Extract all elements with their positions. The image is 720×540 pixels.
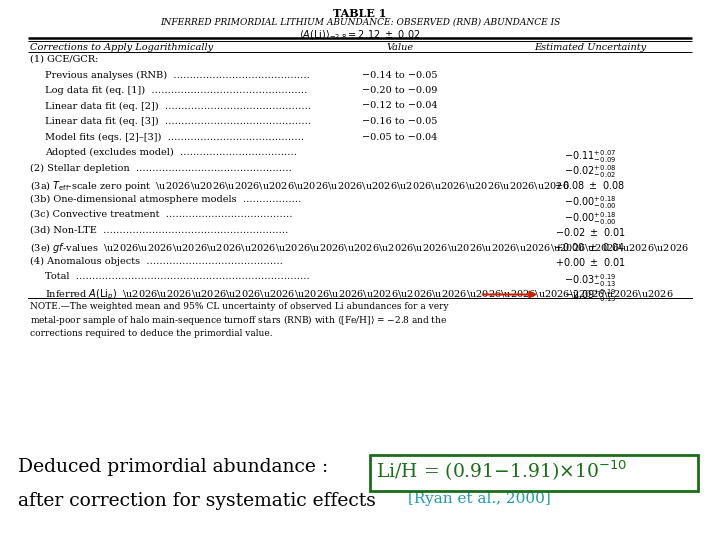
Text: Corrections to Apply Logarithmically: Corrections to Apply Logarithmically (30, 43, 213, 52)
Text: $-0.00^{+0.18}_{-0.00}$: $-0.00^{+0.18}_{-0.00}$ (564, 194, 616, 211)
Text: −0.12 to −0.04: −0.12 to −0.04 (362, 102, 438, 111)
Text: $+0.08\ \pm\ 0.08$: $+0.08\ \pm\ 0.08$ (554, 179, 626, 191)
Text: $\langle A(\mathrm{Li})\rangle_{-2.8} = 2.12\ \pm\ 0.02$: $\langle A(\mathrm{Li})\rangle_{-2.8} = … (300, 28, 420, 42)
Text: (3d) Non-LTE  …………………………………………………: (3d) Non-LTE ………………………………………………… (30, 226, 289, 234)
Text: $-2.09^{+0.19}_{-0.13}$: $-2.09^{+0.19}_{-0.13}$ (564, 287, 616, 305)
Text: Total  ………………………………………………………………: Total ……………………………………………………………… (45, 272, 310, 281)
Text: Adopted (excludes model)  ………………………………: Adopted (excludes model) ……………………………… (45, 148, 297, 157)
Text: −0.14 to −0.05: −0.14 to −0.05 (362, 71, 438, 79)
Text: INFERRED PRIMORDIAL LITHIUM ABUNDANCE: OBSERVED (RNB) ABUNDANCE IS: INFERRED PRIMORDIAL LITHIUM ABUNDANCE: O… (160, 18, 560, 27)
Text: Model fits (eqs. [2]–[3])  ……………………………………: Model fits (eqs. [2]–[3]) …………………………………… (45, 132, 304, 141)
Text: (2) Stellar depletion  …………………………………………: (2) Stellar depletion ………………………………………… (30, 164, 292, 173)
Text: (3c) Convective treatment  …………………………………: (3c) Convective treatment ………………………………… (30, 210, 292, 219)
Text: Value: Value (387, 43, 413, 52)
Text: $+0.00\ \pm\ 0.04$: $+0.00\ \pm\ 0.04$ (554, 241, 626, 253)
Text: (3b) One-dimensional atmosphere models  ………………: (3b) One-dimensional atmosphere models …… (30, 194, 302, 204)
Text: Log data fit (eq. [1])  …………………………………………: Log data fit (eq. [1]) ………………………………………… (45, 86, 307, 95)
Text: (1) GCE/GCR:: (1) GCE/GCR: (30, 55, 99, 64)
Text: Li/H = (0.91$-$1.91)$\times$10$^{-10}$: Li/H = (0.91$-$1.91)$\times$10$^{-10}$ (376, 459, 627, 483)
Text: $-0.02^{+0.08}_{-0.02}$: $-0.02^{+0.08}_{-0.02}$ (564, 164, 616, 180)
Text: −0.16 to −0.05: −0.16 to −0.05 (362, 117, 438, 126)
Text: Linear data fit (eq. [2])  ………………………………………: Linear data fit (eq. [2]) ……………………………………… (45, 102, 311, 111)
Bar (370, 455, 698, 491)
Text: $+0.00\ \pm\ 0.01$: $+0.00\ \pm\ 0.01$ (554, 256, 626, 268)
Text: (3e) $gf$-values  \u2026\u2026\u2026\u2026\u2026\u2026\u2026\u2026\u2026\u2026\u: (3e) $gf$-values \u2026\u2026\u2026\u202… (30, 241, 689, 255)
Text: Deduced primordial abundance :: Deduced primordial abundance : (18, 458, 334, 476)
Text: (3a) $T_{\rm eff}$-scale zero point  \u2026\u2026\u2026\u2026\u2026\u2026\u2026\: (3a) $T_{\rm eff}$-scale zero point \u20… (30, 179, 570, 193)
Text: after correction for systematic effects: after correction for systematic effects (18, 492, 382, 510)
Text: $-0.00^{+0.18}_{-0.00}$: $-0.00^{+0.18}_{-0.00}$ (564, 210, 616, 227)
Text: −0.20 to −0.09: −0.20 to −0.09 (362, 86, 438, 95)
Text: $-0.03^{+0.19}_{-0.13}$: $-0.03^{+0.19}_{-0.13}$ (564, 272, 616, 289)
Text: Previous analyses (RNB)  ……………………………………: Previous analyses (RNB) …………………………………… (45, 71, 310, 79)
Text: Estimated Uncertainty: Estimated Uncertainty (534, 43, 646, 52)
Text: NOTE.—The weighted mean and 95% CL uncertainty of observed Li abundances for a v: NOTE.—The weighted mean and 95% CL uncer… (30, 302, 449, 338)
Text: −0.05 to −0.04: −0.05 to −0.04 (362, 132, 438, 141)
Text: (4) Anomalous objects  ……………………………………: (4) Anomalous objects …………………………………… (30, 256, 283, 266)
Text: TABLE 1: TABLE 1 (333, 8, 387, 19)
Text: Linear data fit (eq. [3])  ………………………………………: Linear data fit (eq. [3]) ……………………………………… (45, 117, 311, 126)
Text: $-0.02\ \pm\ 0.01$: $-0.02\ \pm\ 0.01$ (554, 226, 626, 238)
Text: Inferred $A(\mathrm{Li}_p)$  \u2026\u2026\u2026\u2026\u2026\u2026\u2026\u2026\u2: Inferred $A(\mathrm{Li}_p)$ \u2026\u2026… (45, 287, 674, 302)
Text: [Ryan et al., 2000]: [Ryan et al., 2000] (408, 492, 551, 506)
Text: $-0.11^{+0.07}_{-0.09}$: $-0.11^{+0.07}_{-0.09}$ (564, 148, 616, 165)
